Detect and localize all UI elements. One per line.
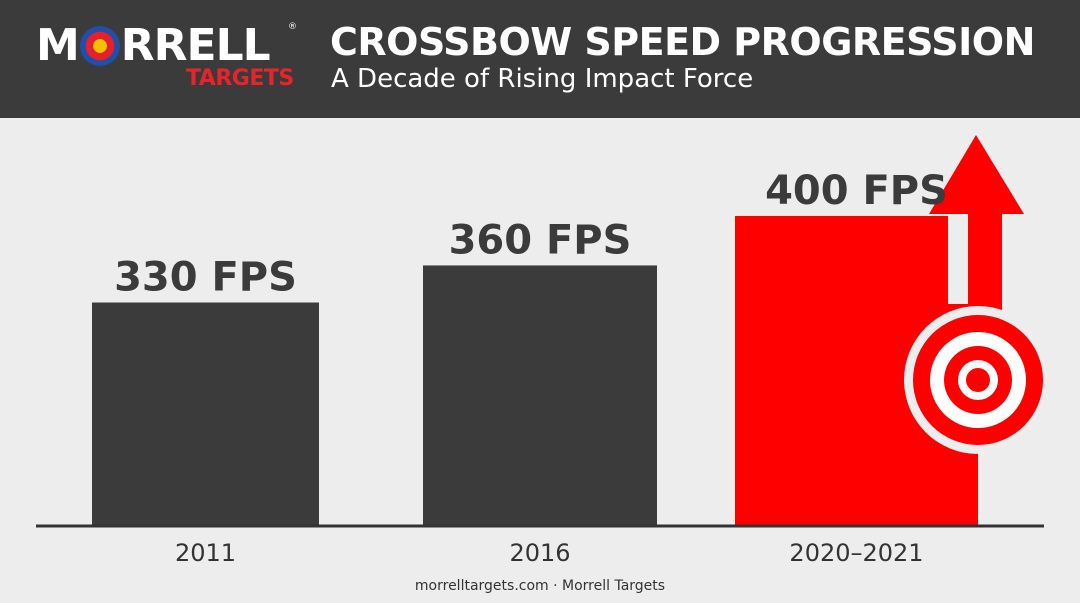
logo-wordmark: M RRELL <box>36 18 271 74</box>
bar-chart: 330 FPS 2011 360 FPS 2016 400 FPS 2020–2021 <box>36 135 1052 567</box>
logo-registered-mark: ® <box>288 22 297 32</box>
page-title: CROSSBOW SPEED PROGRESSION <box>330 20 1035 64</box>
data-label-0: 330 FPS <box>114 255 297 301</box>
footer-brand: Morrell Targets <box>562 578 666 594</box>
morrell-targets-logo: M RRELL TARGETS ® <box>36 18 297 98</box>
logo-letters-rrell: RRELL <box>120 20 271 71</box>
arrow-gap <box>948 214 968 304</box>
logo-bullseye-icon <box>79 26 120 66</box>
header-bar: M RRELL TARGETS ® CROSSBOW SPEED PROGRESS… <box>0 0 1080 118</box>
data-label-2: 400 FPS <box>765 168 948 214</box>
footer: morrelltargets.com · Morrell Targets <box>0 578 1080 594</box>
data-label-1: 360 FPS <box>449 217 632 263</box>
category-label-2: 2020–2021 <box>789 539 923 567</box>
logo-letter-m: M <box>36 20 80 71</box>
bar-0 <box>92 302 319 525</box>
footer-separator: · <box>548 578 563 594</box>
page-subtitle: A Decade of Rising Impact Force <box>331 64 754 94</box>
logo-sub-text: TARGETS <box>186 66 294 91</box>
target-center <box>966 368 990 392</box>
footer-site-link[interactable]: morrelltargets.com <box>414 578 549 594</box>
arrow-head <box>929 135 1024 214</box>
bar-1 <box>423 265 657 525</box>
category-label-1: 2016 <box>509 539 570 567</box>
category-label-0: 2011 <box>175 539 236 567</box>
bullseye-target-icon <box>904 306 1052 454</box>
